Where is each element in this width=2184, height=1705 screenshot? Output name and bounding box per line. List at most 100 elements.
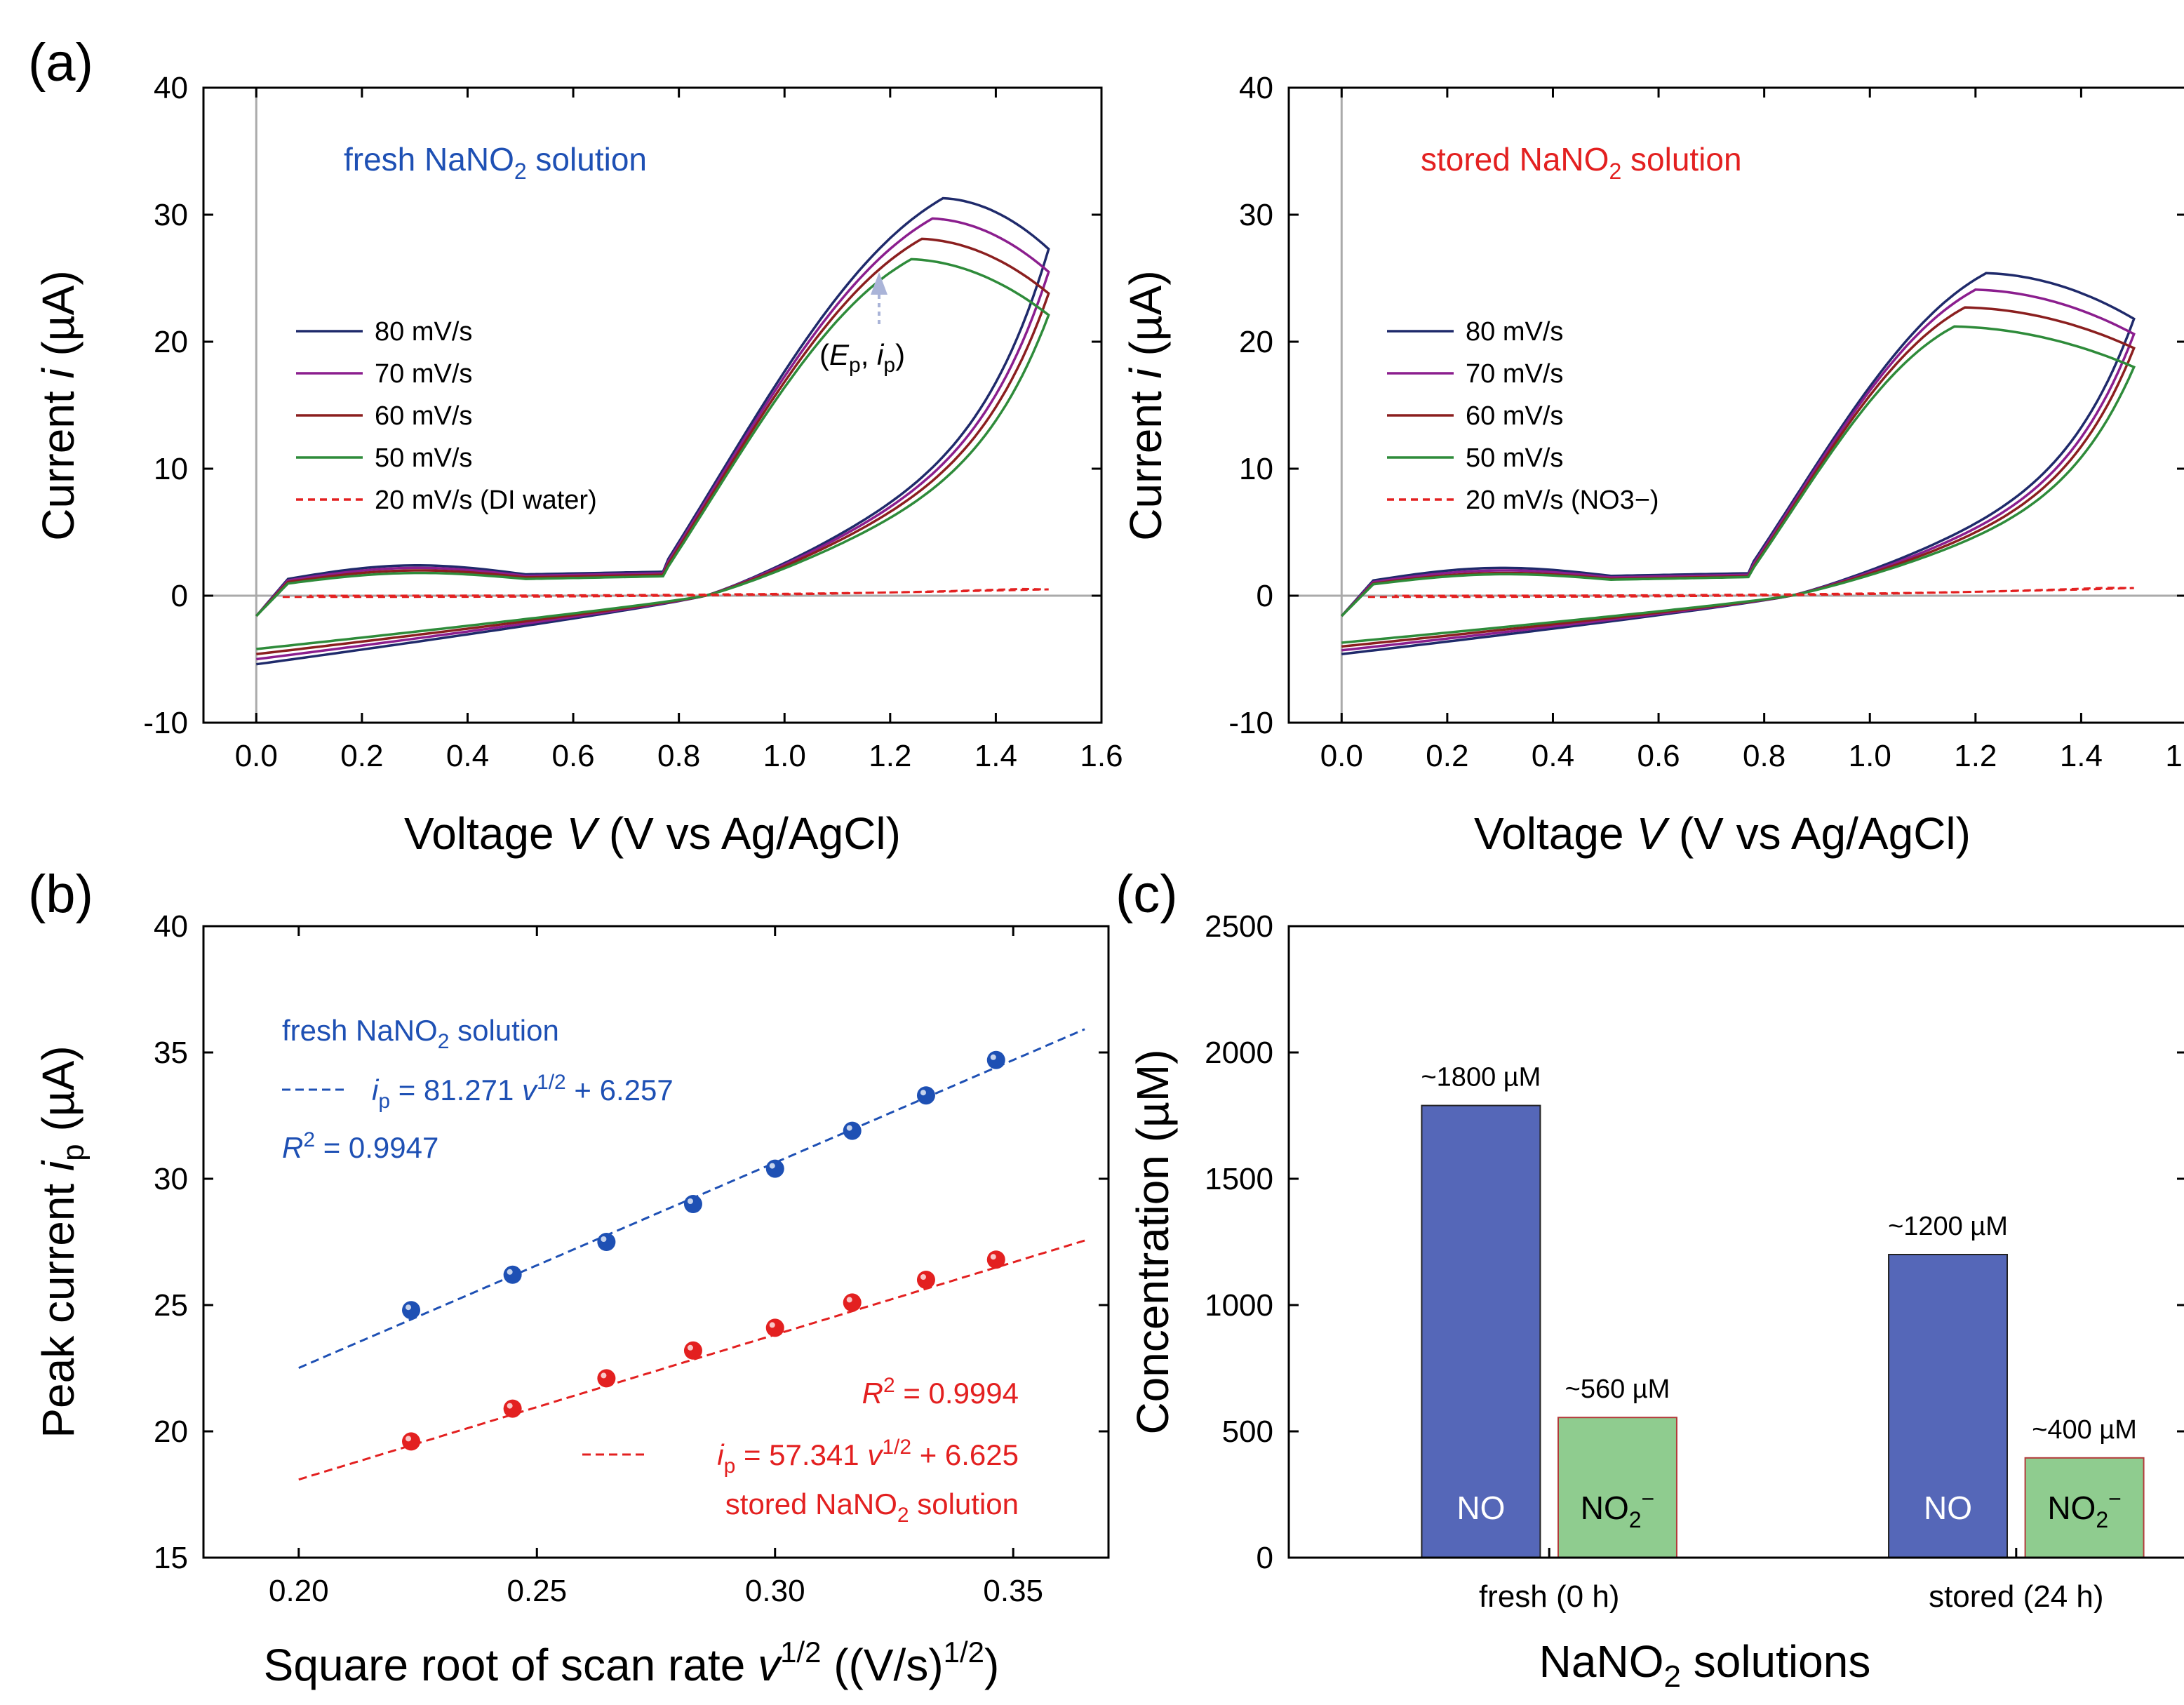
- y-tick-label: 20: [154, 1415, 188, 1449]
- x-tick-label: 0.25: [507, 1574, 567, 1608]
- x-tick-label: 0.0: [1320, 739, 1363, 773]
- x-tick-label: 0.8: [657, 739, 700, 773]
- a1-y-axis-label: Current i (µA): [33, 270, 83, 540]
- bar-series-label: NO: [1456, 1490, 1505, 1526]
- data-point-highlight: [507, 1403, 513, 1409]
- bar-no2: [2024, 1457, 2145, 1559]
- x-tick-label: 1.0: [763, 739, 806, 773]
- data-point-highlight: [846, 1297, 852, 1303]
- data-point-highlight: [990, 1054, 996, 1060]
- panel-label-b: (b): [28, 864, 93, 924]
- panel-label-a: (a): [28, 33, 93, 93]
- subscript: 2: [2096, 1507, 2108, 1532]
- data-point: [503, 1265, 522, 1284]
- data-point: [402, 1432, 421, 1451]
- cv-curve-50-mv-s: [1341, 325, 2136, 644]
- b-fresh-title: fresh NaNO2 solution: [282, 1014, 559, 1053]
- a2-axes-frame: [1287, 86, 2184, 724]
- y-tick-label: 35: [154, 1036, 188, 1070]
- superscript: −: [2108, 1486, 2122, 1511]
- b-stored-r2: R2 = 0.9994: [862, 1374, 1019, 1410]
- data-point-highlight: [507, 1269, 513, 1275]
- x-tick-label: 0.2: [340, 739, 383, 773]
- a2-plot-area: [1289, 88, 2184, 723]
- data-point: [765, 1318, 784, 1337]
- a1-x-axis-label: Voltage V (V vs Ag/AgCl): [404, 808, 901, 859]
- legend-label: 70 mV/s: [375, 359, 472, 389]
- data-point-highlight: [769, 1163, 775, 1169]
- data-point: [916, 1271, 935, 1289]
- legend-label: 60 mV/s: [1466, 401, 1563, 431]
- peak-label: (Ep, ip): [819, 338, 905, 377]
- data-point: [765, 1159, 784, 1178]
- bar-series-label: NO: [1924, 1490, 1972, 1526]
- y-tick-label: -10: [143, 706, 188, 740]
- bar-value-label: ~560 µM: [1565, 1375, 1670, 1404]
- data-point: [597, 1369, 616, 1388]
- y-tick-label: 2000: [1205, 1036, 1273, 1070]
- a1-title: fresh NaNO2 solution: [344, 141, 647, 184]
- data-point: [916, 1086, 935, 1105]
- x-tick-label: 0.4: [446, 739, 489, 773]
- b-ticks: 15 20 25 30 35 40 0.20 0.25 0.30 0.35: [154, 909, 1108, 1608]
- y-tick-label: 1500: [1205, 1162, 1273, 1196]
- x-tick-label: 0.6: [1637, 739, 1680, 773]
- x-tick-label: 1.2: [869, 739, 911, 773]
- data-point-highlight: [601, 1372, 607, 1379]
- x-tick-label: 0.2: [1426, 739, 1468, 773]
- cv-curve-80-mv-s: [1340, 272, 2136, 656]
- c-y-axis-label: Concentration (µM): [1127, 1049, 1178, 1434]
- legend-label: 20 mV/s (NO3−): [1466, 486, 1659, 515]
- b-y-axis-label: Peak current ip (µA): [33, 1045, 91, 1438]
- y-tick-label: 20: [154, 325, 188, 359]
- b-stored-title: stored NaNO2 solution: [725, 1487, 1019, 1527]
- c-axes-frame: [1287, 925, 2184, 1559]
- y-tick-label: 30: [154, 198, 188, 232]
- legend-label: 20 mV/s (DI water): [375, 486, 597, 515]
- x-tick-label: 0.4: [1532, 739, 1574, 773]
- legend-label: 50 mV/s: [375, 443, 472, 473]
- b-fresh-equation: ip = 81.271 v1/2 + 6.257: [372, 1071, 674, 1113]
- cv-curve-70-mv-s: [255, 217, 1050, 661]
- x-tick-label: 1.2: [1954, 739, 1997, 773]
- b-x-axis-label: Square root of scan rate v1/2 ((V/s)1/2): [264, 1636, 1000, 1690]
- c-x-axis-label: NaNO2 solutions: [1539, 1636, 1871, 1694]
- x-tick-label: 1.4: [2060, 739, 2103, 773]
- panel-a1: (a) -10 0 10 20 30 40 0.0 0.2 0.4 0.6 0.8 1.0 1.2 1.4…: [28, 33, 1123, 859]
- cv-curve-80-mv-s: [255, 196, 1050, 666]
- y-tick-label: 0: [1257, 579, 1273, 613]
- legend-label: 50 mV/s: [1466, 443, 1563, 473]
- panel-b: (b) 15 20 25 30 35 40 0.20 0.25 0.30 0.35 Square …: [28, 864, 1110, 1690]
- x-tick-label: 1.0: [1849, 739, 1891, 773]
- data-point: [986, 1250, 1005, 1269]
- y-tick-label: 15: [154, 1541, 188, 1575]
- y-tick-label: 20: [1239, 325, 1273, 359]
- x-tick-label: 0.6: [551, 739, 594, 773]
- panel-label-c: (c): [1116, 864, 1178, 924]
- y-tick-label: 40: [154, 909, 188, 944]
- y-tick-label: 10: [1239, 452, 1273, 486]
- bar-no: [1421, 1104, 1541, 1558]
- a2-y-axis-label: Current i (µA): [1120, 270, 1171, 540]
- y-tick-label: 40: [1239, 71, 1273, 105]
- bar-no2: [1557, 1417, 1677, 1558]
- data-point: [986, 1050, 1005, 1069]
- bar-value-label: ~400 µM: [2032, 1415, 2137, 1445]
- cv-curve-70-mv-s: [1341, 288, 2136, 652]
- y-tick-label: 30: [154, 1162, 188, 1196]
- x-category-label: fresh (0 h): [1479, 1579, 1620, 1614]
- a2-ticks: -10 0 10 20 30 40 0.0 0.2 0.4 0.6 0.8 1.0 1.2 1.4 1.6: [1228, 71, 2184, 773]
- a2-legend: 80 mV/s 70 mV/s 60 mV/s 50 mV/s 20 mV/s (NO3…: [1387, 317, 1659, 515]
- cv-curve-60-mv-s: [255, 237, 1050, 656]
- y-tick-label: 1000: [1205, 1288, 1273, 1323]
- a1-ticks: -10 0 10 20 30 40 0.0 0.2 0.4 0.6 0.8 1.0 1.2 1.4 1.6: [143, 71, 1123, 773]
- x-tick-label: 1.4: [974, 739, 1017, 773]
- y-tick-label: -10: [1228, 706, 1273, 740]
- legend-label: 80 mV/s: [375, 317, 472, 347]
- fit-line: [298, 1239, 1085, 1481]
- y-tick-label: 0: [1257, 1541, 1273, 1575]
- data-point: [503, 1399, 522, 1418]
- b-plot-area: [298, 1028, 1085, 1481]
